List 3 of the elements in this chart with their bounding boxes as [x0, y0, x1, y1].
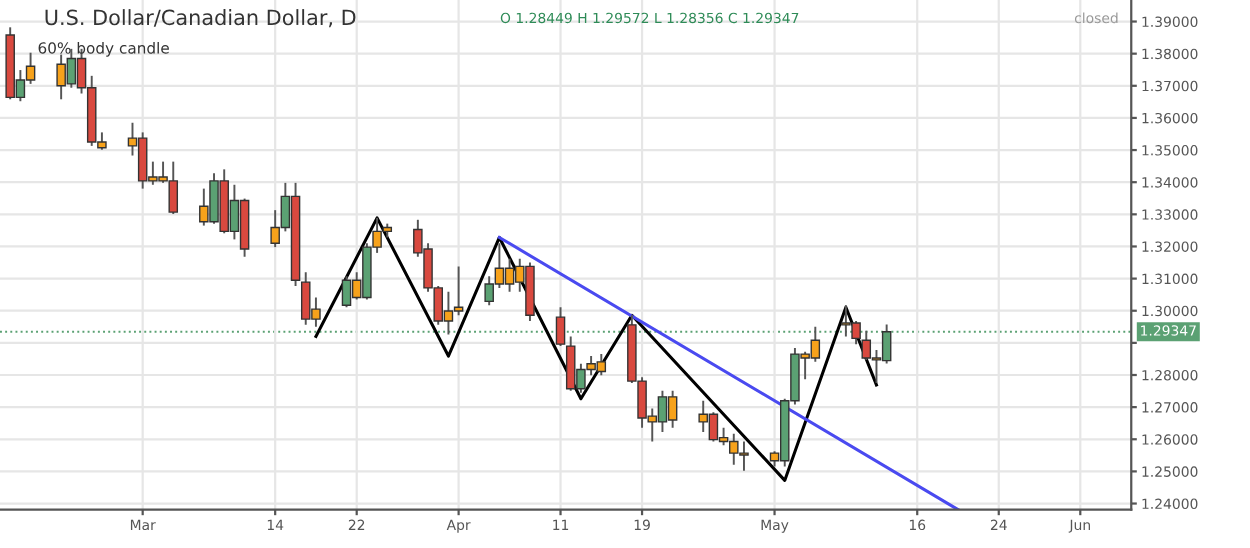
chart-title: U.S. Dollar/Canadian Dollar, D	[45, 9, 356, 28]
candlestick	[555, 306, 566, 348]
line-series	[314, 216, 878, 482]
